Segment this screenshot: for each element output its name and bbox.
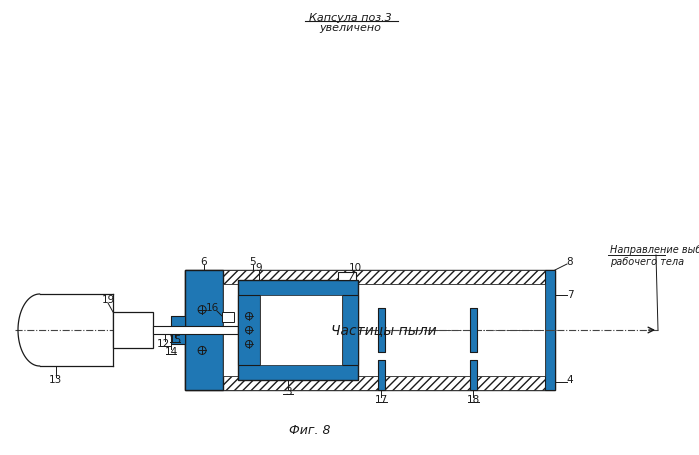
Bar <box>222 312 234 322</box>
Bar <box>545 270 555 390</box>
Bar <box>185 270 223 390</box>
Bar <box>153 326 238 334</box>
Text: 3: 3 <box>284 387 291 397</box>
Bar <box>342 295 358 365</box>
Bar <box>260 295 342 365</box>
Bar <box>378 308 385 352</box>
Bar <box>378 360 385 390</box>
Text: 18: 18 <box>466 395 480 405</box>
Text: рабочего тела: рабочего тела <box>610 257 684 267</box>
Bar <box>238 280 358 295</box>
Text: 4: 4 <box>567 375 573 385</box>
Text: 8: 8 <box>567 257 573 267</box>
Text: 13: 13 <box>49 375 62 385</box>
Text: 15: 15 <box>168 335 182 345</box>
Text: 10: 10 <box>348 263 361 273</box>
Bar <box>185 270 555 390</box>
Bar <box>223 284 545 376</box>
Text: 19: 19 <box>101 295 115 305</box>
Text: 12: 12 <box>157 339 170 349</box>
Bar <box>185 376 555 390</box>
Text: 9: 9 <box>256 263 262 273</box>
Bar <box>185 270 555 284</box>
Bar <box>171 316 185 344</box>
Bar <box>378 308 385 352</box>
Bar <box>238 295 260 365</box>
Text: Направление выброса: Направление выброса <box>610 245 699 255</box>
Bar <box>342 295 358 365</box>
Bar <box>238 365 358 380</box>
Bar <box>113 312 153 348</box>
Bar <box>545 270 555 390</box>
Bar <box>470 360 477 390</box>
Bar <box>171 316 185 344</box>
Bar <box>470 360 477 390</box>
Text: 17: 17 <box>375 395 388 405</box>
Text: Частицы пыли: Частицы пыли <box>331 323 437 337</box>
Text: 7: 7 <box>567 290 573 300</box>
Bar <box>18 294 113 366</box>
Text: 5: 5 <box>250 257 257 267</box>
Bar <box>470 308 477 352</box>
Bar <box>185 270 223 390</box>
Text: 6: 6 <box>201 257 208 267</box>
Text: увеличено: увеличено <box>319 23 381 33</box>
Text: Фиг. 8: Фиг. 8 <box>289 424 331 436</box>
Bar <box>238 295 260 365</box>
Bar <box>238 280 358 380</box>
Bar <box>378 360 385 390</box>
Text: Капсула поз.3: Капсула поз.3 <box>309 13 391 23</box>
Bar <box>338 272 356 280</box>
Text: 14: 14 <box>164 347 178 357</box>
Text: 16: 16 <box>206 303 219 313</box>
Bar <box>470 308 477 352</box>
